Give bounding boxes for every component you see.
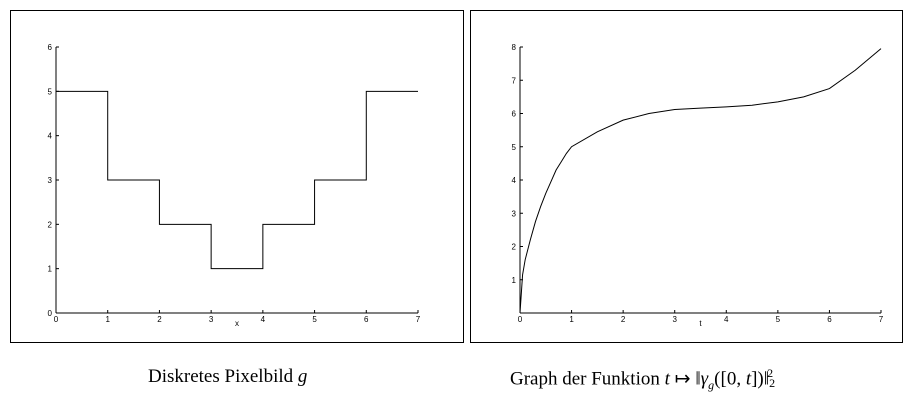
y-tick-label: 6 <box>512 110 517 119</box>
caption-right: Graph der Funktion t ↦ ‖γg([0, t])‖22 <box>510 366 776 393</box>
x-tick-label: 5 <box>312 315 317 324</box>
pixel-image-chart: 0 1 2 3 4 5 6 7 0 1 2 3 4 5 6 x <box>48 43 421 328</box>
x-tick-label: 2 <box>157 315 162 324</box>
caption-left-text: Diskretes Pixelbild <box>148 366 298 387</box>
x-tick-label: 3 <box>672 315 677 324</box>
y-tick-label: 7 <box>512 76 517 85</box>
x-tick-label: 6 <box>364 315 369 324</box>
x-tick-label: 3 <box>209 315 214 324</box>
caption-right-text: Graph der Funktion <box>510 368 665 390</box>
y-tick-label: 5 <box>512 143 517 152</box>
data-line <box>56 90 418 270</box>
x-tick-label: 7 <box>416 315 421 324</box>
x-tick-label: 2 <box>621 315 626 324</box>
y-tick-label: 5 <box>48 87 53 96</box>
y-tick-label: 1 <box>48 265 53 274</box>
x-tick-label: 4 <box>261 315 266 324</box>
x-tick-label: 0 <box>518 315 523 324</box>
y-tick-label: 2 <box>512 243 517 252</box>
y-tick-label: 3 <box>48 176 53 185</box>
y-tick-label: 8 <box>512 43 517 52</box>
y-tick-label: 1 <box>512 276 517 285</box>
x-tick-label: 7 <box>879 315 884 324</box>
x-tick-label: 6 <box>827 315 832 324</box>
x-axis-label: x <box>235 319 239 328</box>
data-line <box>519 48 882 314</box>
chart-panel-right: 0 1 2 3 4 5 6 7 1 2 3 4 5 6 7 8 t <box>470 10 903 343</box>
y-tick-label: 3 <box>512 209 517 218</box>
x-tick-label: 1 <box>569 315 574 324</box>
caption-left: Diskretes Pixelbild g <box>148 366 307 388</box>
x-tick-label: 1 <box>105 315 110 324</box>
y-tick-label: 6 <box>48 43 53 52</box>
x-tick-label: 5 <box>776 315 781 324</box>
y-tick-label: 2 <box>48 220 53 229</box>
x-tick-label: 4 <box>724 315 729 324</box>
norm-function-chart: 0 1 2 3 4 5 6 7 1 2 3 4 5 6 7 8 t <box>512 43 884 328</box>
x-tick-label: 0 <box>54 315 59 324</box>
caption-left-var: g <box>297 366 308 387</box>
x-axis-label: t <box>699 319 702 328</box>
chart-panel-left: 0 1 2 3 4 5 6 7 0 1 2 3 4 5 6 x <box>10 10 464 343</box>
y-tick-label: 4 <box>48 132 53 141</box>
y-tick-label: 0 <box>48 309 53 318</box>
y-tick-label: 4 <box>512 176 517 185</box>
caption-right-t: t <box>664 368 670 390</box>
